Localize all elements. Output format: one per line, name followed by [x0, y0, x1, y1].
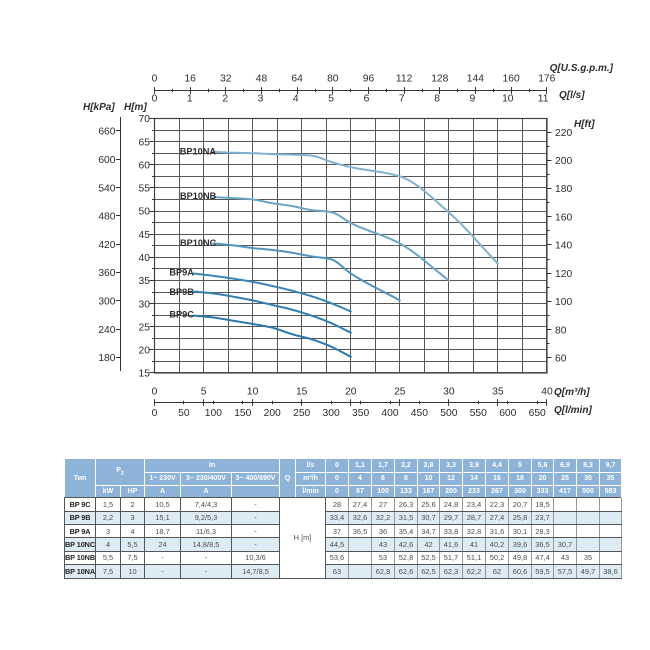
svg-text:176: 176	[538, 73, 555, 84]
svg-text:480: 480	[98, 212, 115, 223]
svg-text:Q[m³/h]: Q[m³/h]	[554, 387, 590, 398]
svg-text:550: 550	[470, 408, 487, 419]
svg-text:15: 15	[296, 387, 308, 398]
svg-text:80: 80	[327, 73, 339, 84]
svg-text:160: 160	[503, 73, 520, 84]
svg-text:250: 250	[293, 408, 310, 419]
svg-text:50: 50	[178, 408, 190, 419]
svg-text:350: 350	[352, 408, 369, 419]
svg-text:500: 500	[440, 408, 457, 419]
svg-text:96: 96	[363, 73, 375, 84]
svg-text:200: 200	[264, 408, 281, 419]
svg-text:300: 300	[323, 408, 340, 419]
svg-text:65: 65	[139, 137, 151, 148]
svg-text:200: 200	[555, 156, 572, 167]
svg-text:540: 540	[98, 183, 115, 194]
svg-text:H[ft]: H[ft]	[574, 119, 595, 130]
svg-text:0: 0	[152, 93, 158, 104]
svg-text:30: 30	[139, 299, 151, 310]
svg-text:600: 600	[98, 155, 115, 166]
svg-text:BP9B: BP9B	[169, 287, 194, 297]
svg-text:240: 240	[98, 325, 115, 336]
svg-text:60: 60	[139, 161, 151, 172]
svg-text:BP10NB: BP10NB	[180, 191, 217, 201]
svg-text:BP10NC: BP10NC	[180, 238, 217, 248]
svg-text:120: 120	[555, 269, 572, 280]
svg-text:450: 450	[411, 408, 428, 419]
svg-text:Q[l/s]: Q[l/s]	[559, 90, 585, 101]
svg-text:BP9C: BP9C	[169, 309, 194, 319]
svg-text:140: 140	[555, 241, 572, 252]
svg-text:360: 360	[98, 268, 115, 279]
svg-text:5: 5	[328, 93, 334, 104]
svg-text:40: 40	[139, 253, 151, 264]
svg-text:64: 64	[291, 73, 303, 84]
svg-text:10: 10	[247, 387, 259, 398]
svg-text:16: 16	[184, 73, 196, 84]
svg-text:30: 30	[443, 387, 455, 398]
svg-text:0: 0	[152, 387, 158, 398]
svg-text:35: 35	[492, 387, 504, 398]
svg-text:20: 20	[139, 346, 151, 357]
svg-text:25: 25	[139, 322, 151, 333]
svg-text:650: 650	[529, 408, 546, 419]
svg-text:11: 11	[538, 93, 549, 104]
svg-text:0: 0	[152, 408, 158, 419]
svg-text:100: 100	[555, 297, 572, 308]
svg-text:32: 32	[220, 73, 232, 84]
svg-text:60: 60	[555, 354, 567, 365]
svg-text:H[kPa]: H[kPa]	[83, 102, 115, 113]
svg-text:H[m]: H[m]	[124, 102, 147, 113]
svg-text:2: 2	[222, 93, 228, 104]
svg-text:4: 4	[293, 93, 299, 104]
svg-text:3: 3	[258, 93, 264, 104]
svg-text:8: 8	[434, 93, 440, 104]
svg-text:55: 55	[139, 184, 151, 195]
svg-text:7: 7	[399, 93, 405, 104]
svg-text:15: 15	[139, 369, 151, 380]
svg-text:Q[l/min]: Q[l/min]	[554, 405, 592, 416]
svg-text:128: 128	[431, 73, 448, 84]
svg-text:100: 100	[205, 408, 222, 419]
svg-text:144: 144	[467, 73, 484, 84]
svg-text:40: 40	[541, 387, 553, 398]
svg-text:50: 50	[139, 207, 151, 218]
svg-text:45: 45	[139, 230, 151, 241]
svg-text:70: 70	[139, 114, 151, 125]
svg-text:112: 112	[396, 73, 413, 84]
svg-text:25: 25	[394, 387, 406, 398]
svg-text:400: 400	[381, 408, 398, 419]
svg-text:300: 300	[98, 297, 115, 308]
svg-text:48: 48	[256, 73, 268, 84]
svg-text:5: 5	[201, 387, 207, 398]
svg-text:35: 35	[139, 276, 151, 287]
svg-text:180: 180	[555, 184, 572, 195]
svg-text:6: 6	[364, 93, 370, 104]
svg-text:160: 160	[555, 212, 572, 223]
svg-text:20: 20	[345, 387, 357, 398]
svg-text:150: 150	[234, 408, 251, 419]
svg-text:1: 1	[187, 93, 193, 104]
svg-text:Q[U.S.g.p.m.]: Q[U.S.g.p.m.]	[550, 63, 614, 74]
svg-text:10: 10	[502, 93, 514, 104]
svg-text:180: 180	[98, 353, 115, 364]
svg-text:9: 9	[470, 93, 476, 104]
svg-text:80: 80	[555, 325, 567, 336]
svg-text:BP10NA: BP10NA	[180, 147, 217, 157]
svg-text:BP9A: BP9A	[169, 268, 194, 278]
svg-text:220: 220	[555, 128, 572, 139]
svg-text:0: 0	[152, 73, 158, 84]
svg-text:600: 600	[499, 408, 516, 419]
svg-text:660: 660	[98, 127, 115, 138]
svg-text:420: 420	[98, 240, 115, 251]
